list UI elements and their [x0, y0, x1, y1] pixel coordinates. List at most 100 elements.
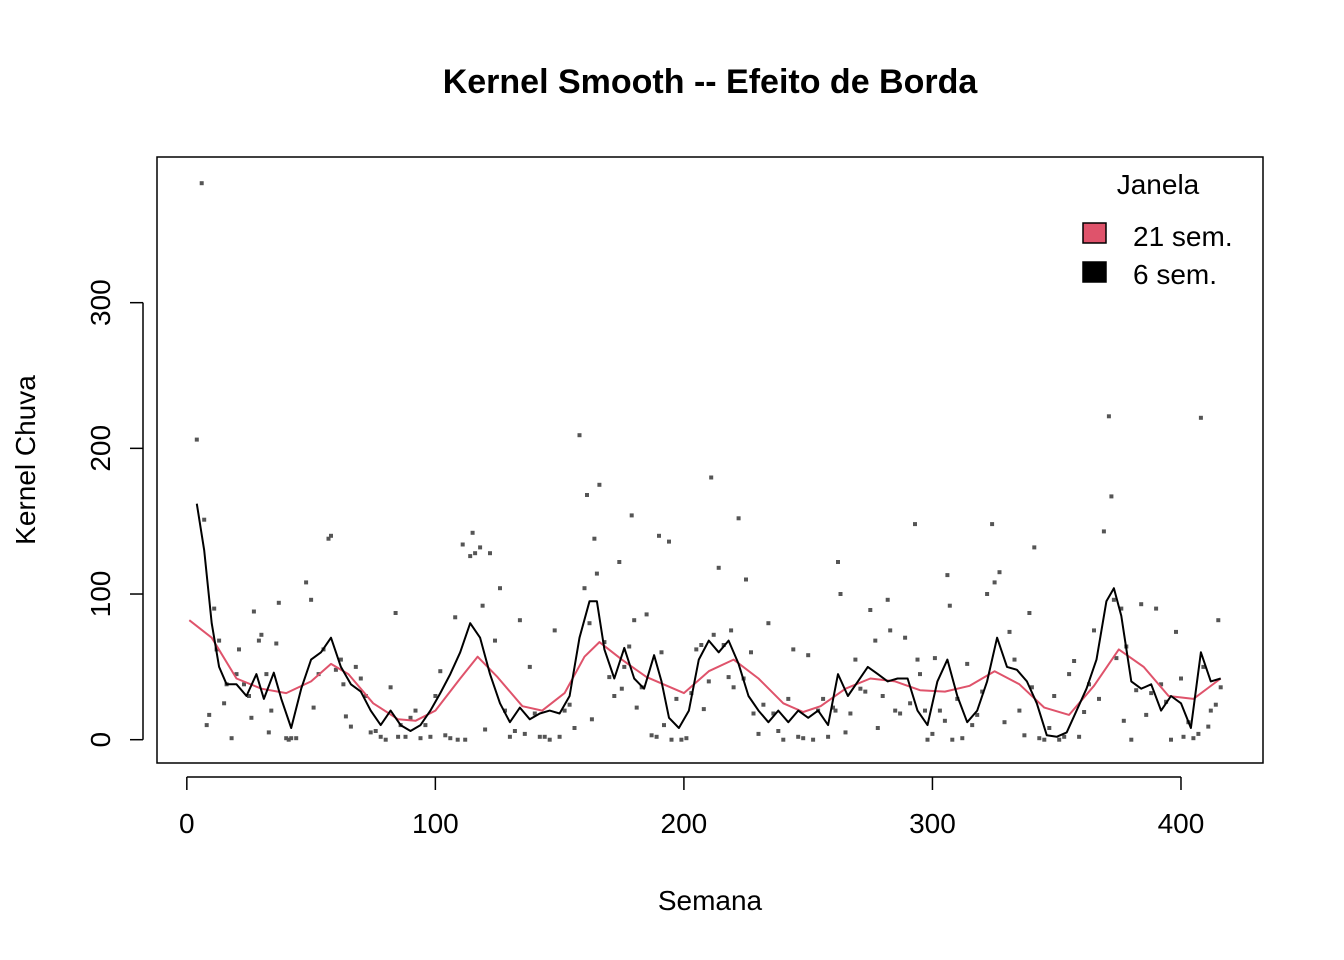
- data-point: [274, 641, 279, 646]
- data-point: [522, 731, 527, 736]
- data-point: [908, 701, 913, 706]
- data-point: [1198, 415, 1203, 420]
- data-point: [843, 730, 848, 735]
- data-point: [259, 632, 264, 637]
- x-axis-label: Semana: [658, 885, 763, 916]
- data-point: [1179, 676, 1183, 681]
- x-tick-label: 100: [412, 808, 459, 839]
- data-point: [858, 686, 863, 691]
- data-point: [612, 694, 617, 698]
- data-point: [1097, 696, 1101, 701]
- data-point: [796, 734, 801, 739]
- data-point: [194, 437, 199, 442]
- data-point: [875, 726, 880, 730]
- data-point: [654, 734, 659, 739]
- data-point: [527, 664, 532, 669]
- data-point: [716, 565, 721, 570]
- data-point: [711, 632, 716, 637]
- data-point: [766, 621, 771, 626]
- data-point: [632, 618, 637, 623]
- data-point: [592, 536, 597, 541]
- data-point: [503, 708, 507, 713]
- data-point: [247, 694, 251, 698]
- data-point: [997, 570, 1002, 575]
- data-point: [607, 675, 612, 680]
- legend-label-21: 21 sem.: [1133, 221, 1233, 252]
- data-point: [333, 667, 338, 672]
- data-point: [488, 551, 492, 556]
- data-point: [898, 711, 903, 716]
- data-point: [913, 522, 917, 527]
- data-point: [237, 647, 241, 652]
- data-point: [473, 551, 478, 556]
- data-point: [276, 600, 281, 605]
- data-point: [627, 644, 632, 649]
- data-point: [806, 653, 811, 658]
- legend-swatch-6: [1082, 261, 1107, 283]
- y-axis: 0 100 200 300: [85, 279, 144, 747]
- data-point: [619, 686, 624, 691]
- data-point: [396, 734, 401, 739]
- data-point: [251, 609, 256, 614]
- data-point: [562, 708, 567, 713]
- data-point: [341, 682, 346, 687]
- data-point: [597, 482, 602, 487]
- data-point: [428, 734, 433, 739]
- data-point: [393, 611, 398, 615]
- data-point: [786, 696, 791, 701]
- data-point: [990, 522, 995, 527]
- data-point: [1206, 724, 1211, 729]
- data-point: [1139, 602, 1144, 607]
- data-point: [256, 638, 261, 643]
- data-point: [1082, 710, 1087, 714]
- x-axis: 0 100 200 300 400: [179, 776, 1204, 839]
- data-point: [970, 723, 975, 728]
- data-point: [264, 672, 269, 677]
- data-point: [1101, 529, 1106, 534]
- data-point: [736, 516, 741, 521]
- data-point: [965, 661, 970, 666]
- data-point: [453, 615, 458, 620]
- data-point: [204, 723, 209, 728]
- data-point: [1216, 618, 1221, 623]
- data-point: [567, 702, 572, 707]
- smooth-lines: [188, 503, 1222, 738]
- data-point: [338, 657, 343, 662]
- data-point: [572, 726, 577, 730]
- data-point: [1002, 720, 1007, 725]
- legend-swatch-21: [1082, 222, 1107, 244]
- data-point: [1077, 734, 1082, 739]
- data-point: [577, 433, 582, 438]
- data-point: [289, 736, 294, 741]
- data-point: [781, 737, 786, 742]
- data-point: [649, 733, 654, 738]
- data-point: [493, 638, 497, 643]
- data-point: [903, 635, 908, 640]
- data-point: [985, 592, 990, 596]
- data-point: [1129, 737, 1134, 742]
- data-point: [448, 736, 453, 741]
- data-point: [980, 689, 985, 694]
- data-point: [667, 539, 671, 544]
- data-point: [1144, 712, 1149, 717]
- data-point: [1052, 694, 1057, 698]
- data-point: [403, 734, 408, 739]
- data-point: [602, 640, 607, 645]
- data-point: [848, 711, 853, 716]
- data-point: [311, 705, 316, 710]
- data-point: [433, 694, 438, 698]
- legend-label-6: 6 sem.: [1133, 259, 1217, 290]
- data-point: [463, 737, 468, 742]
- plot-area-frame: [156, 156, 1264, 764]
- data-point: [1196, 731, 1201, 736]
- data-point: [455, 737, 460, 742]
- data-point: [309, 597, 314, 602]
- data-point: [756, 731, 761, 736]
- data-point: [942, 718, 947, 723]
- data-point: [408, 715, 413, 720]
- data-point: [269, 708, 274, 713]
- data-point: [726, 675, 731, 680]
- data-point: [751, 711, 756, 716]
- data-point: [483, 727, 488, 732]
- data-point: [863, 689, 868, 694]
